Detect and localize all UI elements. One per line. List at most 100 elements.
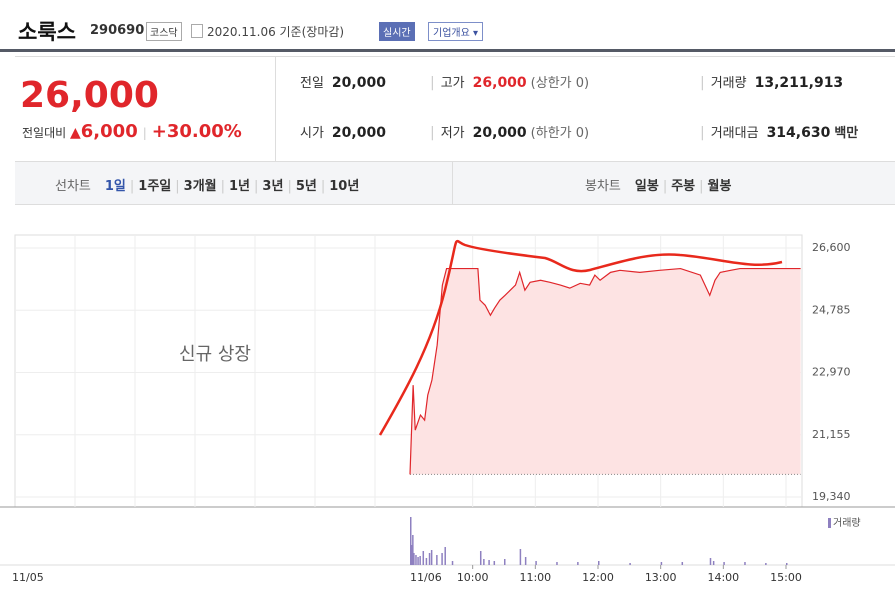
change-rate: +30.00%	[151, 121, 242, 142]
tab[interactable]: 1년	[229, 179, 251, 194]
price: 26,000	[20, 75, 159, 116]
volume-bar	[524, 557, 527, 565]
divider	[452, 162, 453, 204]
volume-bar	[519, 549, 522, 565]
tab-group-label: 선차트	[55, 179, 91, 194]
separator: |	[700, 75, 705, 91]
candle-tabs: 봉차트 일봉 | 주봉 | 월봉	[585, 175, 731, 194]
volume-bar	[723, 562, 725, 565]
item-note: (하한가 0)	[530, 126, 590, 141]
volume-bar	[425, 558, 428, 565]
y-tick-label: 22,970	[812, 366, 851, 379]
tab[interactable]: 월봉	[707, 179, 732, 194]
tab[interactable]: 3년	[262, 179, 284, 194]
divider	[0, 49, 895, 52]
tab-group-label: 봉차트	[585, 179, 621, 194]
volume-bar	[629, 563, 631, 565]
volume-bar	[415, 555, 417, 565]
market-badge: 코스닥	[146, 22, 182, 41]
separator: |	[175, 179, 180, 194]
volume-bar	[712, 561, 715, 565]
volume-bar	[598, 561, 600, 565]
volume-bar	[681, 562, 684, 565]
volume-bar	[428, 553, 431, 565]
realtime-badge[interactable]: 실시간	[379, 22, 415, 41]
separator: |	[662, 179, 668, 194]
x-tick-label: 12:00	[582, 571, 614, 584]
summary-item: | 거래량 13,211,913	[700, 72, 843, 91]
button-label: 기업개요	[433, 28, 470, 39]
date-label: 11/06	[410, 571, 442, 584]
item-label: 거래대금	[710, 126, 759, 141]
change-label: 전일대비	[22, 126, 67, 140]
annotation-curve	[378, 239, 783, 436]
tab[interactable]: 3개월	[183, 179, 217, 194]
item-note: (상한가 0)	[530, 76, 590, 91]
x-tick-label: 13:00	[645, 571, 677, 584]
calendar-icon	[191, 24, 203, 38]
summary-item: 시가 20,000	[300, 122, 386, 141]
tab[interactable]: 5년	[295, 179, 317, 194]
x-tick-label: 15:00	[770, 571, 802, 584]
tab[interactable]: 10년	[329, 179, 360, 194]
item-value: 314,630	[766, 125, 831, 141]
volume-bar	[430, 550, 433, 565]
volume-bar	[709, 558, 712, 565]
summary-item: | 고가 26,000 (상한가 0)	[430, 72, 589, 91]
volume-bar	[417, 557, 419, 565]
tab[interactable]: 1주일	[138, 179, 172, 194]
x-tick-label: 14:00	[707, 571, 739, 584]
change: 6,000	[80, 121, 138, 142]
grid	[74, 235, 376, 507]
legend-swatch	[828, 518, 831, 528]
tab[interactable]: 주봉	[671, 179, 696, 194]
item-value: 20,000	[331, 125, 386, 141]
item-label: 전일	[300, 76, 324, 91]
summary-item: 전일 20,000	[300, 72, 386, 91]
item-value: 13,211,913	[754, 75, 844, 91]
y-tick-label: 21,155	[812, 428, 851, 441]
volume-bar	[765, 563, 767, 565]
change-row: 전일대비 ▲6,000 | +30.00%	[22, 121, 242, 142]
separator: |	[129, 179, 135, 194]
separator: |	[700, 125, 705, 141]
separator: |	[430, 75, 435, 91]
volume-bar	[436, 555, 438, 565]
y-tick-label: 19,340	[812, 490, 851, 503]
item-unit: 백만	[834, 126, 859, 141]
item-label: 시가	[300, 126, 324, 141]
tab-bar	[15, 162, 895, 205]
stock-name: 소룩스	[18, 20, 76, 44]
volume-bar	[483, 559, 485, 565]
stock-code: 290690	[90, 23, 145, 38]
volume-bar	[556, 562, 558, 565]
volume-bar	[419, 556, 421, 565]
volume-bar	[479, 551, 482, 565]
company-button[interactable]: 기업개요 ▾	[428, 22, 484, 41]
separator: |	[220, 179, 226, 194]
volume-bar	[504, 559, 506, 565]
up-icon: ▲	[70, 125, 81, 141]
tab[interactable]: 1일	[104, 179, 126, 194]
y-tick-label: 26,600	[812, 241, 851, 254]
summary-box	[15, 56, 895, 162]
volume-bar	[422, 551, 425, 565]
separator: |	[254, 179, 259, 194]
volume-bar	[488, 560, 490, 565]
separator: |	[287, 179, 292, 194]
date-label: 11/05	[12, 571, 44, 584]
volume-bar	[451, 561, 454, 565]
price-line	[409, 267, 801, 475]
legend-label: 거래량	[833, 517, 861, 529]
divider	[275, 56, 276, 161]
volume-bar	[411, 545, 413, 565]
volume-bar	[493, 561, 496, 565]
tab[interactable]: 일봉	[634, 179, 659, 194]
x-tick-label: 11:00	[519, 571, 551, 584]
y-tick-label: 24,785	[812, 303, 851, 316]
x-tick-label: 10:00	[457, 571, 489, 584]
volume-bar	[410, 517, 412, 565]
summary-item: | 거래대금 314,630 백만	[700, 122, 858, 141]
item-label: 저가	[440, 126, 465, 141]
